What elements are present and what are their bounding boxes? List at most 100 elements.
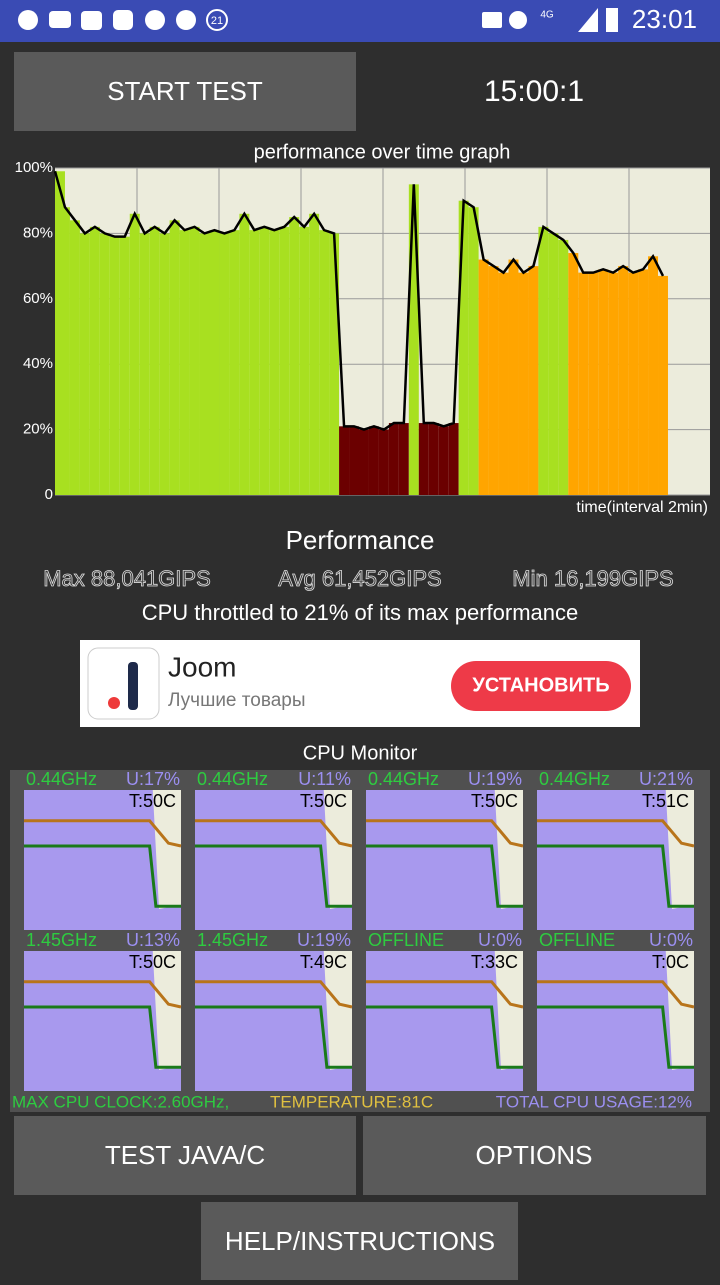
core-clock-line — [366, 1005, 523, 1069]
x-axis-label: time(interval 2min) — [576, 499, 708, 516]
performance-bar — [119, 236, 130, 496]
core-temp: T:33C — [471, 952, 518, 972]
core-clock: 0.44GHz — [539, 769, 610, 789]
performance-bar — [528, 266, 539, 495]
ad-button[interactable] — [451, 661, 631, 711]
performance-bar — [608, 272, 619, 495]
performance-bar — [578, 272, 589, 495]
y-tick-label: 40% — [23, 355, 53, 372]
performance-bar — [418, 423, 429, 495]
core-usage: U:17% — [126, 769, 180, 789]
min-stat: Min 16,199GIPS — [512, 566, 673, 591]
performance-bar — [598, 269, 609, 495]
performance-bar — [568, 253, 579, 495]
core-temp-line — [24, 980, 182, 1009]
performance-bar — [189, 226, 200, 496]
clock: 23:01 — [632, 4, 697, 34]
performance-bar — [518, 272, 529, 495]
performance-bar — [468, 207, 479, 496]
performance-bar — [129, 213, 140, 495]
performance-bar — [588, 272, 599, 495]
core-usage-area — [366, 951, 523, 1091]
core-clock-line — [537, 844, 694, 908]
core-clock-line — [195, 1005, 352, 1069]
performance-bar — [259, 226, 270, 496]
performance-line — [53, 170, 665, 431]
core-temp: T:49C — [300, 952, 347, 972]
max-clock: MAX CPU CLOCK:2.60GHz, — [12, 1092, 229, 1111]
options-button[interactable] — [363, 1116, 706, 1195]
performance-bar — [329, 233, 340, 495]
performance-bar — [448, 423, 459, 495]
performance-bar — [628, 272, 639, 495]
ad-button-label[interactable]: УСТАНОВИТЬ — [472, 674, 609, 696]
core-usage-area — [366, 790, 523, 930]
timer: 15:00:1 — [484, 75, 584, 108]
core-temp-line — [537, 819, 695, 848]
performance-bar — [408, 184, 419, 495]
performance-bar — [488, 266, 499, 495]
performance-bar — [648, 256, 659, 495]
performance-bar — [239, 213, 250, 495]
performance-bar — [139, 233, 150, 495]
core-temp-line — [366, 819, 524, 848]
performance-bar — [428, 423, 439, 495]
core-temp-line — [537, 980, 695, 1009]
ad-icon-mark — [128, 662, 138, 710]
performance-bar — [149, 226, 160, 496]
core-temp: T:50C — [300, 791, 347, 811]
performance-bar — [59, 207, 70, 496]
core-clock-line — [537, 1005, 694, 1069]
performance-bar — [55, 171, 65, 495]
temperature: TEMPERATURE:81C — [270, 1092, 433, 1111]
core-usage-area — [195, 951, 352, 1091]
start-button[interactable] — [14, 52, 356, 131]
performance-bar — [378, 429, 389, 495]
core-temp-line — [366, 980, 524, 1009]
y-tick-label: 60% — [23, 290, 53, 307]
performance-bar — [388, 423, 399, 495]
performance-bar — [229, 230, 240, 495]
network: 4G — [540, 10, 554, 21]
y-tick-label: 20% — [23, 421, 53, 438]
performance-bar — [658, 275, 668, 495]
status-icons — [18, 8, 618, 32]
options-button-label[interactable]: OPTIONS — [475, 1140, 592, 1170]
core-usage: U:0% — [649, 930, 693, 950]
performance-bar — [99, 233, 110, 495]
help-button-label[interactable]: HELP/INSTRUCTIONS — [225, 1226, 495, 1256]
core-temp: T:51C — [642, 791, 689, 811]
core-usage-area — [195, 790, 352, 930]
y-tick-label: 100% — [15, 159, 53, 176]
core-temp-line — [195, 980, 353, 1009]
performance-bar — [498, 272, 509, 495]
core-clock: 0.44GHz — [26, 769, 97, 789]
performance-bar — [349, 426, 359, 495]
performance-bar — [279, 226, 290, 496]
test-button-label[interactable]: TEST JAVA/C — [105, 1140, 265, 1170]
test-button[interactable] — [14, 1116, 356, 1195]
performance-bar — [309, 213, 320, 495]
help-button[interactable] — [201, 1202, 518, 1280]
core-usage-area — [537, 790, 694, 930]
core-usage: U:13% — [126, 930, 180, 950]
core-usage: U:21% — [639, 769, 693, 789]
performance-bar — [89, 226, 100, 496]
performance-bar — [299, 226, 310, 496]
performance-bar — [368, 426, 379, 495]
performance-bar — [109, 236, 120, 496]
start-button-label[interactable]: START TEST — [107, 76, 263, 106]
performance-bar — [249, 230, 260, 495]
performance-bar — [269, 230, 280, 495]
core-temp-line — [195, 819, 353, 848]
performance-bar — [618, 266, 629, 495]
performance-bar — [558, 239, 569, 495]
core-usage: U:19% — [297, 930, 351, 950]
performance-bar — [458, 200, 469, 495]
performance-bar — [438, 426, 449, 495]
performance-bar — [638, 269, 649, 495]
ad-icon — [87, 647, 160, 720]
core-clock: 1.45GHz — [197, 930, 268, 950]
ad-subtitle: Лучшие товары — [168, 690, 306, 711]
